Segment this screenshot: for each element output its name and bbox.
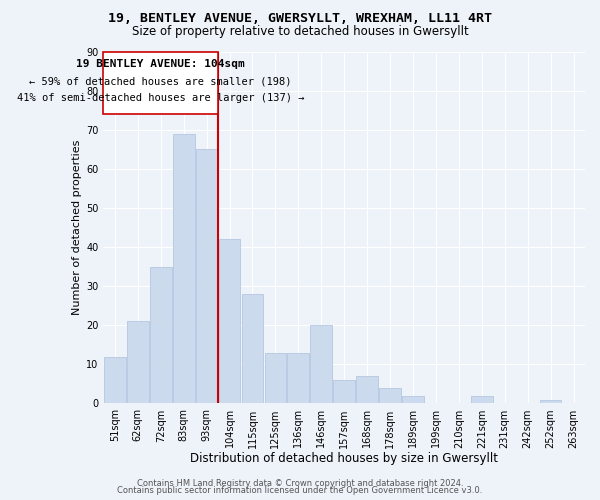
Bar xyxy=(402,396,424,404)
Bar xyxy=(540,400,562,404)
Bar xyxy=(196,150,217,404)
Bar xyxy=(127,322,149,404)
Bar xyxy=(471,396,493,404)
Bar xyxy=(173,134,194,404)
X-axis label: Distribution of detached houses by size in Gwersyllt: Distribution of detached houses by size … xyxy=(190,452,498,465)
Bar xyxy=(150,266,172,404)
Text: 41% of semi-detached houses are larger (137) →: 41% of semi-detached houses are larger (… xyxy=(17,92,304,102)
Text: 19 BENTLEY AVENUE: 104sqm: 19 BENTLEY AVENUE: 104sqm xyxy=(76,60,245,70)
Bar xyxy=(356,376,378,404)
Bar xyxy=(104,356,126,404)
Text: Contains public sector information licensed under the Open Government Licence v3: Contains public sector information licen… xyxy=(118,486,482,495)
Bar xyxy=(334,380,355,404)
Text: 19, BENTLEY AVENUE, GWERSYLLT, WREXHAM, LL11 4RT: 19, BENTLEY AVENUE, GWERSYLLT, WREXHAM, … xyxy=(108,12,492,26)
Bar xyxy=(310,326,332,404)
Bar xyxy=(265,352,286,404)
Bar xyxy=(103,52,218,114)
Bar xyxy=(218,239,241,404)
Text: Contains HM Land Registry data © Crown copyright and database right 2024.: Contains HM Land Registry data © Crown c… xyxy=(137,478,463,488)
Bar xyxy=(287,352,309,404)
Text: ← 59% of detached houses are smaller (198): ← 59% of detached houses are smaller (19… xyxy=(29,77,292,87)
Bar xyxy=(242,294,263,404)
Bar xyxy=(379,388,401,404)
Y-axis label: Number of detached properties: Number of detached properties xyxy=(72,140,82,315)
Text: Size of property relative to detached houses in Gwersyllt: Size of property relative to detached ho… xyxy=(131,25,469,38)
